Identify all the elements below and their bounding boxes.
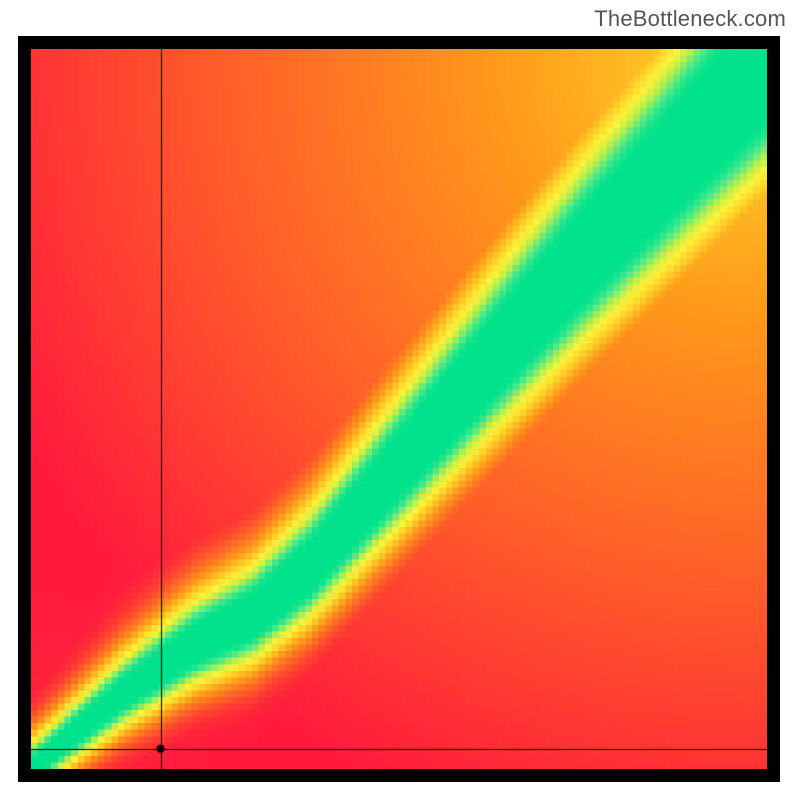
watermark-label: TheBottleneck.com [594, 6, 786, 32]
heatmap-canvas [31, 49, 767, 769]
bottleneck-chart: TheBottleneck.com [0, 0, 800, 800]
